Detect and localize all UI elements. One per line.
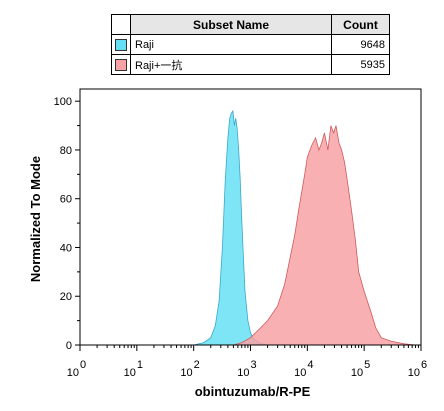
plot-frame: [79, 88, 422, 346]
x-tick-label: 10: [408, 367, 420, 379]
y-tick-label: 0: [66, 340, 72, 352]
y-axis-title: Normalized To Mode: [28, 156, 43, 282]
legend-table: Subset Name Count Raji 9648 Raji+一抗 5935: [111, 14, 390, 75]
legend-name: Raji: [130, 34, 332, 55]
y-tick-label: 80: [60, 145, 72, 157]
y-tick-label: 100: [54, 96, 72, 108]
x-tick-exponent: 5: [364, 359, 370, 371]
legend-name: Raji+一抗: [130, 54, 332, 75]
x-tick-label: 10: [180, 367, 192, 379]
x-tick-exponent: 1: [137, 359, 143, 371]
x-tick-exponent: 3: [251, 359, 257, 371]
x-tick-exponent: 0: [80, 359, 86, 371]
legend-count: 5935: [331, 54, 390, 75]
series-layer: [193, 109, 416, 346]
x-tick-label: 10: [351, 367, 363, 379]
x-tick-label: 10: [237, 367, 249, 379]
x-axis-title: obintuzumab/R-PE: [195, 384, 311, 399]
x-tick-label: 10: [124, 367, 136, 379]
legend-row: Raji+一抗 5935: [111, 54, 390, 75]
x-tick-label: 10: [67, 367, 79, 379]
y-tick-label: 20: [60, 291, 72, 303]
histogram-series-raji: [193, 109, 268, 346]
x-tick-label: 10: [294, 367, 306, 379]
x-tick-exponent: 6: [421, 359, 427, 371]
legend-swatch-raji: [115, 38, 127, 51]
x-tick-exponent: 4: [307, 359, 313, 371]
legend-header-name: Subset Name: [130, 14, 332, 35]
legend-swatch-raji-antibody: [115, 58, 127, 71]
x-tick-exponent: 2: [194, 359, 200, 371]
y-tick-label: 60: [60, 194, 72, 206]
y-tick-label: 40: [60, 242, 72, 254]
histogram-series-raji-antibody: [233, 125, 416, 346]
